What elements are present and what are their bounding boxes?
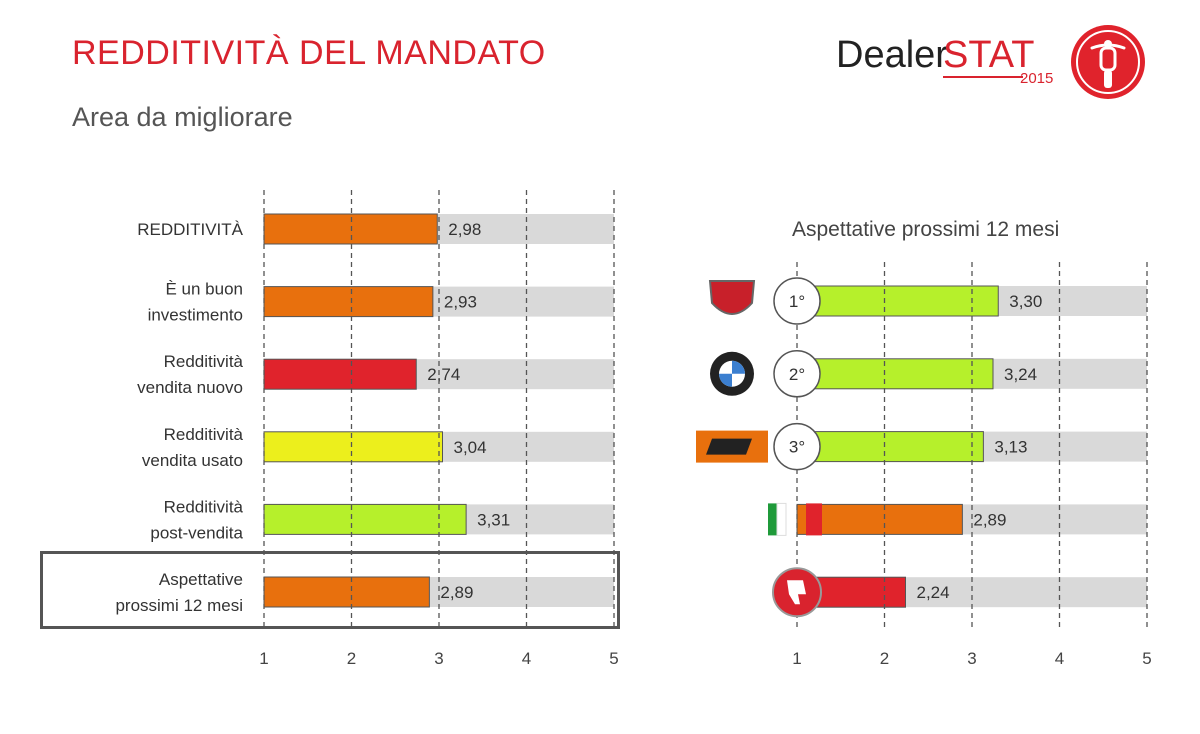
bar [796,431,984,463]
data-label: 3,13 [994,438,1027,457]
logo-brand-stat: STAT [943,34,1035,76]
bmw-logo-icon [710,351,754,396]
x-tick-label: 3 [434,649,443,668]
page-subtitle: Area da migliorare [72,102,293,132]
x-tick-label: 5 [1142,649,1151,668]
bar [796,503,963,535]
x-tick-label: 2 [347,649,356,668]
x-tick-label: 5 [609,649,618,668]
thumbs-down-icon [772,567,822,618]
ktm-logo-icon [696,430,768,463]
category-label: prossimi 12 mesi [115,596,243,615]
rank-label: 1° [789,292,805,311]
category-label: post-vendita [150,523,243,542]
bar [263,576,430,608]
bar [796,285,999,317]
highlight-box [40,551,620,629]
x-tick-label: 3 [967,649,976,668]
bar [263,431,443,463]
data-label: 3,04 [454,438,487,457]
bar [263,286,434,318]
rank-badge [773,350,821,398]
bar [263,358,417,390]
rank-badge [773,277,821,325]
rank-badge [773,422,821,471]
logo-year: 2015 [1020,70,1054,87]
category-label: REDDITIVITÀ [137,220,243,239]
x-tick-label: 1 [259,649,268,668]
category-label: vendita nuovo [137,378,243,397]
rank-label: 3° [789,438,805,457]
category-label: investimento [148,306,243,325]
x-tick-label: 2 [880,649,889,668]
x-tick-label: 4 [522,649,531,668]
logo-underline [943,76,1023,78]
data-label: 3,30 [1009,292,1042,311]
ducati-logo-icon [708,280,756,315]
motorcycle-seal-icon [1071,25,1145,99]
category-label: È un buon [165,280,243,299]
x-tick-label: 4 [1055,649,1064,668]
category-label: Redditività [164,352,244,371]
bar [796,358,994,390]
category-label: Redditività [164,425,244,444]
data-label: 2,74 [427,365,460,384]
left-bar-chart: 2,98 2,93 2,74 3,04 3,31 2,89 1 2 3 4 5 REDDITIVITÀ… [115,190,619,668]
bar [263,503,467,535]
logo-brand-dealer: Dealer [836,34,948,76]
data-label: 2,89 [973,510,1006,529]
right-chart-title: Aspettative prossimi 12 mesi [792,218,1060,241]
category-label: Aspettative [159,570,243,589]
data-label: 2,89 [440,583,473,602]
data-label: 2,93 [444,293,477,312]
data-label: 3,31 [477,510,510,529]
right-bar-chart: 3,30 3,24 3,13 2,89 2,24 1 2 3 4 5 1° 2° 3° [696,262,1152,668]
category-label: Redditività [164,497,244,516]
rank-label: 2° [789,365,805,384]
page-title: REDDITIVITÀ DEL MANDATO [72,34,546,72]
data-label: 2,24 [917,583,950,602]
x-tick-label: 1 [792,649,801,668]
dealerstat-logo: Dealer STAT 2015 [836,24,1156,104]
data-label: 3,24 [1004,365,1037,384]
italy-flag-icon [768,502,822,536]
bar [263,213,438,245]
category-label: vendita usato [142,451,243,470]
data-label: 2,98 [448,220,481,239]
